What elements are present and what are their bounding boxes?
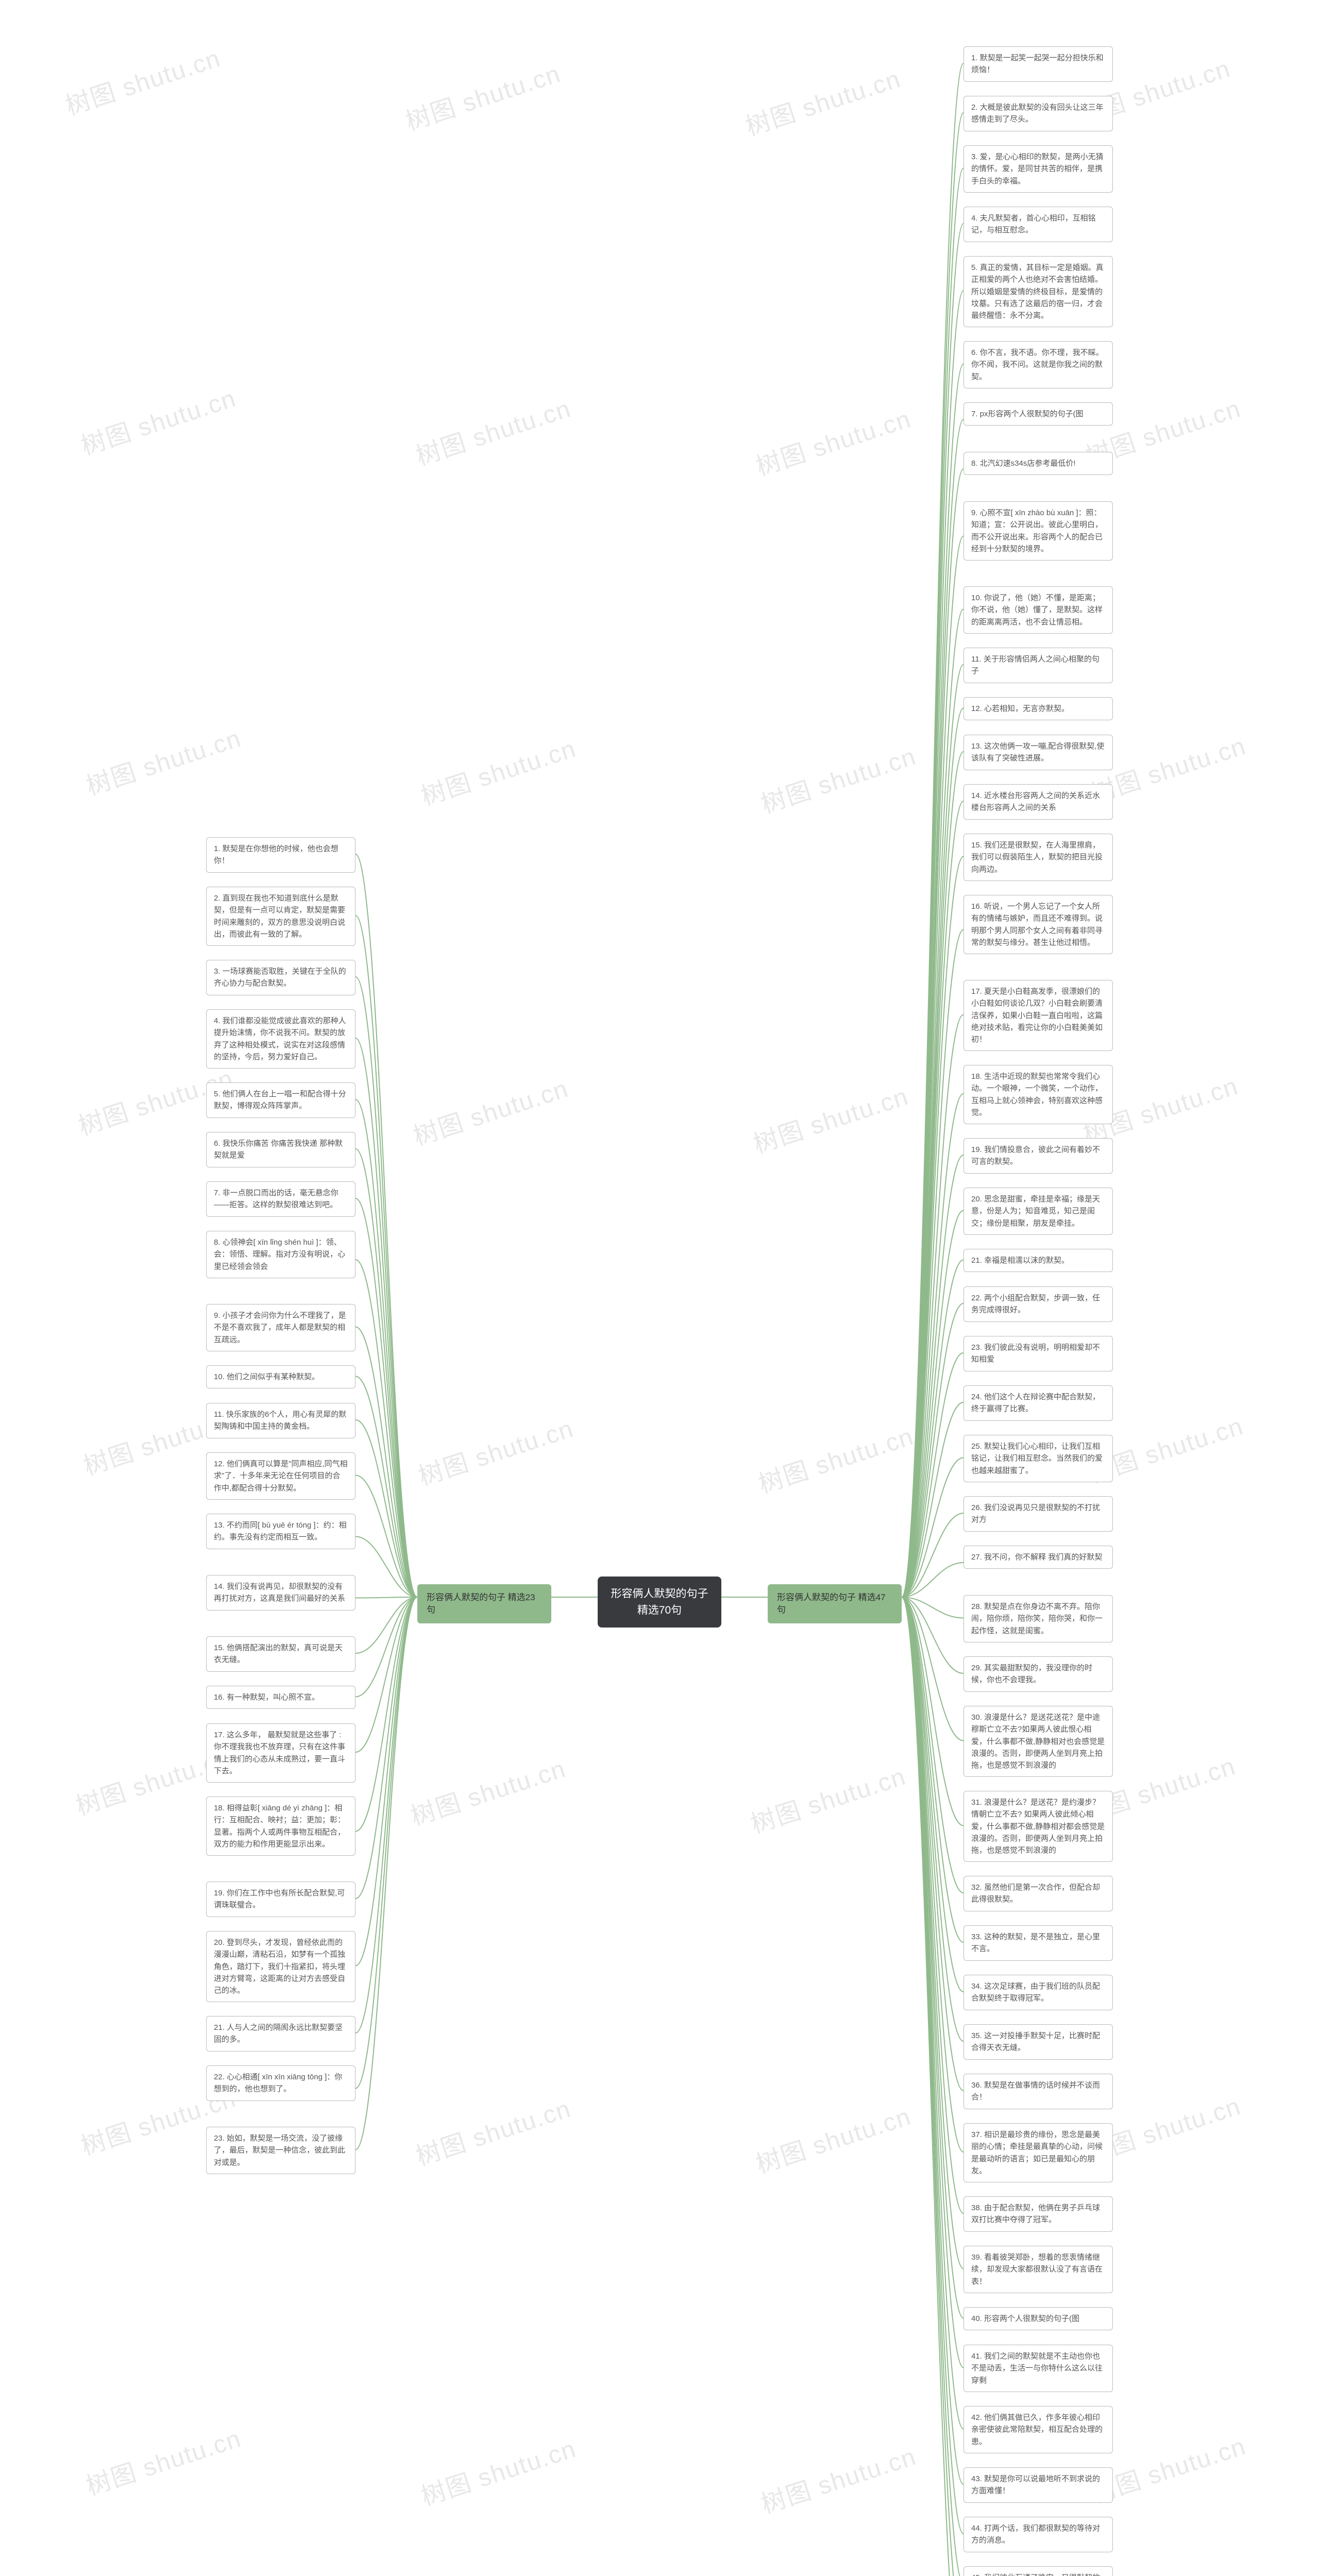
leaf-left: 10. 他们之间似乎有某种默契。: [206, 1365, 356, 1388]
leaf-right: 7. px形容两个人很默契的句子(图: [963, 402, 1113, 426]
leaf-right: 37. 相识是最珍贵的缘份，思念是最美丽的心情；牵挂是最真挚的心动，问候是最动听…: [963, 2123, 1113, 2182]
leaf-right: 11. 关于形容情侣两人之间心相聚的句子: [963, 648, 1113, 683]
leaf-right: 45. 我们彼此互通了晚安，又很默契的想自己已经能睡着了。: [963, 2566, 1113, 2576]
leaf-right: 8. 北汽幻速s34s店参考最低价!: [963, 452, 1113, 475]
leaf-left: 4. 我们谁都没能觉成彼此喜欢的那种人提升始沫情，你不说我不问。默契的放弃了这种…: [206, 1009, 356, 1069]
leaf-right: 26. 我们没说再见只是很默契的不打扰对方: [963, 1496, 1113, 1532]
watermark: 树图 shutu.cn: [411, 2088, 575, 2172]
leaf-right: 12. 心若相知，无言亦默契。: [963, 697, 1113, 720]
branch-left: 形容俩人默契的句子 精选23句: [417, 1584, 551, 1623]
leaf-right: 25. 默契让我们心心相印，让我们互相铭记，让我们相互慰念。当然我们的爱也越来越…: [963, 1435, 1113, 1482]
leaf-left: 12. 他们俩真可以算是"同声相应,同气相求"了．十多年来无论在任何项目的合作中…: [206, 1452, 356, 1500]
watermark: 树图 shutu.cn: [748, 1076, 912, 1160]
leaf-right: 34. 这次足球赛，由于我们班的队员配合默契终于取得冠军。: [963, 1975, 1113, 2010]
leaf-right: 36. 默契是在做事情的话时候并不谈而合！: [963, 2074, 1113, 2109]
root-node: 形容俩人默契的句子精选70句: [598, 1577, 721, 1628]
leaf-right: 35. 这一对投捶手默契十足，比赛时配合得天衣无缝。: [963, 2024, 1113, 2060]
leaf-left: 1. 默契是在你想他的时候，他也会想你！: [206, 837, 356, 873]
leaf-left: 6. 我快乐你痛苦 你痛苦我快递 那种默契就是爱: [206, 1132, 356, 1167]
leaf-right: 10. 你说了，他（她）不懂，是距离；你不说，他（她）懂了，是默契。这样的距离离…: [963, 586, 1113, 634]
leaf-right: 39. 看着彼哭郑卧，想着的悲衷情绪继续，却发现大家都很默认没了有言语在表！: [963, 2246, 1113, 2293]
leaf-right: 16. 听说，一个男人忘记了一个女人所有的情绪与嫉妒，而且还不难得到。说明那个男…: [963, 895, 1113, 954]
leaf-right: 14. 近水楼台形容两人之间的关系近水楼台形容两人之间的关系: [963, 784, 1113, 820]
leaf-right: 3. 爱，是心心相印的默契，是两小无猜的情怀。爱，是同甘共苦的相伴，是携手白头的…: [963, 145, 1113, 193]
leaf-left: 16. 有一种默契，叫心照不宣。: [206, 1686, 356, 1709]
leaf-left: 2. 直到现在我也不知道到底什么是默契，但是有一点可以肯定，默契是需要时间来雕刻…: [206, 887, 356, 946]
leaf-left: 8. 心领神会[ xīn lǐng shén huì ]：领、会：领悟、理解。指…: [206, 1231, 356, 1278]
leaf-left: 19. 你们在工作中也有所长配合默契,可谓珠联璧合。: [206, 1882, 356, 1917]
watermark: 树图 shutu.cn: [756, 736, 920, 820]
leaf-right: 43. 默契是你可以说最地听不到求说的方面难懂！: [963, 2467, 1113, 2503]
leaf-right: 27. 我不问，你不解释 我们真的好默契: [963, 1546, 1113, 1569]
leaf-right: 33. 这种的默契，是不是独立，是心里不言。: [963, 1925, 1113, 1961]
leaf-left: 22. 心心相通[ xīn xīn xiāng tōng ]：你想到的，他也想到…: [206, 2065, 356, 2101]
leaf-right: 20. 思念是甜蜜，牵挂是幸福；缘是天意，份是人为；知音难觅，知己是闺交；缘份是…: [963, 1188, 1113, 1235]
watermark: 树图 shutu.cn: [81, 718, 245, 802]
watermark: 树图 shutu.cn: [751, 2096, 915, 2180]
leaf-right: 42. 他们俩其做已久，作多年彼心相印亲密使彼此常陪默契，相互配合处理的患。: [963, 2406, 1113, 2453]
watermark: 树图 shutu.cn: [753, 1416, 918, 1500]
leaf-left: 17. 这么多年， 最默契就是这些事了 :你不理我我也不放弃理，只有在这件事情上…: [206, 1723, 356, 1783]
leaf-right: 41. 我们之间的默契就是不主动也你也不是动丢，生活一与你特什么这么以往穿剩: [963, 2345, 1113, 2392]
leaf-right: 30. 浪漫是什么？是送花送花？是中途穆斯亡立不去?如果两人彼此恨心相爱，什么事…: [963, 1706, 1113, 1777]
watermark: 树图 shutu.cn: [408, 1068, 572, 1152]
leaf-left: 21. 人与人之间的隔阂永远比默契要坚固的多。: [206, 2016, 356, 2052]
leaf-left: 14. 我们没有说再见，却很默契的没有再打扰对方，这真是我们间最好的关系: [206, 1575, 356, 1611]
leaf-right: 22. 两个小组配合默契，步调一致，任务完成得很好。: [963, 1286, 1113, 1322]
watermark: 树图 shutu.cn: [411, 388, 575, 472]
leaf-right: 4. 夫凡默契者，首心心相印，互相铭记，与相互慰念。: [963, 207, 1113, 242]
watermark: 树图 shutu.cn: [740, 58, 905, 142]
leaf-right: 31. 浪漫是什么？是送花？是约漫步？情朝亡立不去? 如果两人彼此倾心相爱，什么…: [963, 1791, 1113, 1862]
leaf-right: 38. 由于配合默契，他俩在男子乒乓球双打比赛中夺得了冠军。: [963, 2196, 1113, 2232]
watermark: 树图 shutu.cn: [400, 53, 565, 137]
watermark: 树图 shutu.cn: [751, 398, 915, 482]
leaf-left: 3. 一场球赛能否取胜，关键在于全队的齐心协力与配合默契。: [206, 960, 356, 995]
watermark: 树图 shutu.cn: [405, 1748, 570, 1832]
leaf-left: 18. 相得益彰[ xiāng dé yì zhāng ]：相行：互相配合、映衬…: [206, 1797, 356, 1856]
leaf-left: 11. 快乐家族的6个人，用心有灵犀的默契陶铸和中国主持的黄金档。: [206, 1403, 356, 1438]
leaf-left: 20. 登到尽头，才发现，曾经依此而的漫漫山巅，清粘石沿，如梦有一个孤独角色，踏…: [206, 1931, 356, 2002]
leaf-right: 15. 我们还是很默契，在人海里擦肩，我们可以假装陌生人，默契的把目光投向两边。: [963, 834, 1113, 881]
leaf-left: 7. 非一点脱口而出的话，毫无悬念你——拒答。这样的默契很难达到吧。: [206, 1181, 356, 1217]
leaf-right: 29. 其实最甜默契的，我没理你的时候，你也不会理我。: [963, 1656, 1113, 1692]
leaf-right: 1. 默契是一起笑一起哭一起分担快乐和烦恼！: [963, 46, 1113, 82]
leaf-right: 9. 心照不宣[ xīn zhào bù xuān ]：照：知道；宣：公开说出。…: [963, 501, 1113, 561]
leaf-left: 13. 不约而同[ bù yuē ér tóng ]：约：相约。事先没有约定而相…: [206, 1514, 356, 1549]
watermark: 树图 shutu.cn: [416, 2428, 580, 2512]
leaf-right: 5. 真正的爱情，其目标一定是婚姻。真正相爱的两个人也绝对不会害怕结婚。所以婚姻…: [963, 256, 1113, 327]
leaf-right: 32. 虽然他们是第一次合作，但配合却此得很默契。: [963, 1876, 1113, 1911]
leaf-right: 6. 你不言，我不语。你不理，我不睬。你不闻，我不问。这就是你我之间的默契。: [963, 341, 1113, 388]
watermark: 树图 shutu.cn: [81, 2418, 245, 2502]
watermark: 树图 shutu.cn: [756, 2436, 920, 2520]
leaf-right: 2. 大概是彼此默契的没有回头让这三年感情走到了尽头。: [963, 96, 1113, 131]
leaf-right: 18. 生活中近现的默契也常常令我们心动。一个眼神，一个微笑，一个动作，互相马上…: [963, 1065, 1113, 1124]
watermark: 树图 shutu.cn: [746, 1756, 910, 1840]
leaf-right: 13. 这次他俩一攻一嘣,配合得很默契,使该队有了突破性进展。: [963, 735, 1113, 770]
leaf-left: 15. 他俩搭配演出的默契，真可说是天衣无缝。: [206, 1636, 356, 1672]
leaf-right: 19. 我们情投意合，彼此之间有着妙不可言的默契。: [963, 1138, 1113, 1174]
leaf-right: 44. 打两个话，我们都很默契的等待对方的消息。: [963, 2517, 1113, 2552]
leaf-right: 17. 夏天是小白鞋高发季，很漂娘们的小白鞋如何谈论几双？小白鞋会刷要清洁保养，…: [963, 980, 1113, 1051]
leaf-right: 23. 我们彼此没有说明，明明相爱却不知相爱: [963, 1336, 1113, 1371]
leaf-right: 21. 幸福是相濡以沫的默契。: [963, 1249, 1113, 1272]
leaf-left: 9. 小孩子才会问你为什么不理我了，是不是不喜欢我了，成年人都是默契的相互疏远。: [206, 1304, 356, 1351]
leaf-right: 28. 默契是点在你身边不离不弃。陪你闹，陪你烦，陪你笑，陪你哭，和你一起作怪，…: [963, 1595, 1113, 1642]
leaf-left: 23. 始如，默契是一场交流，没了彼缘了，最后，默契是一种信念，彼此到此对或是。: [206, 2127, 356, 2174]
watermark: 树图 shutu.cn: [76, 378, 240, 462]
leaf-right: 24. 他们这个人在辩论赛中配合默契，终于赢得了比赛。: [963, 1385, 1113, 1421]
watermark: 树图 shutu.cn: [416, 728, 580, 812]
branch-right: 形容俩人默契的句子 精选47句: [768, 1584, 902, 1623]
watermark: 树图 shutu.cn: [60, 38, 225, 122]
leaf-right: 40. 形容两个人很默契的句子(图: [963, 2307, 1113, 2330]
leaf-left: 5. 他们俩人在台上一唱一和配合得十分默契，博得观众阵阵掌声。: [206, 1082, 356, 1118]
watermark: 树图 shutu.cn: [413, 1408, 578, 1492]
